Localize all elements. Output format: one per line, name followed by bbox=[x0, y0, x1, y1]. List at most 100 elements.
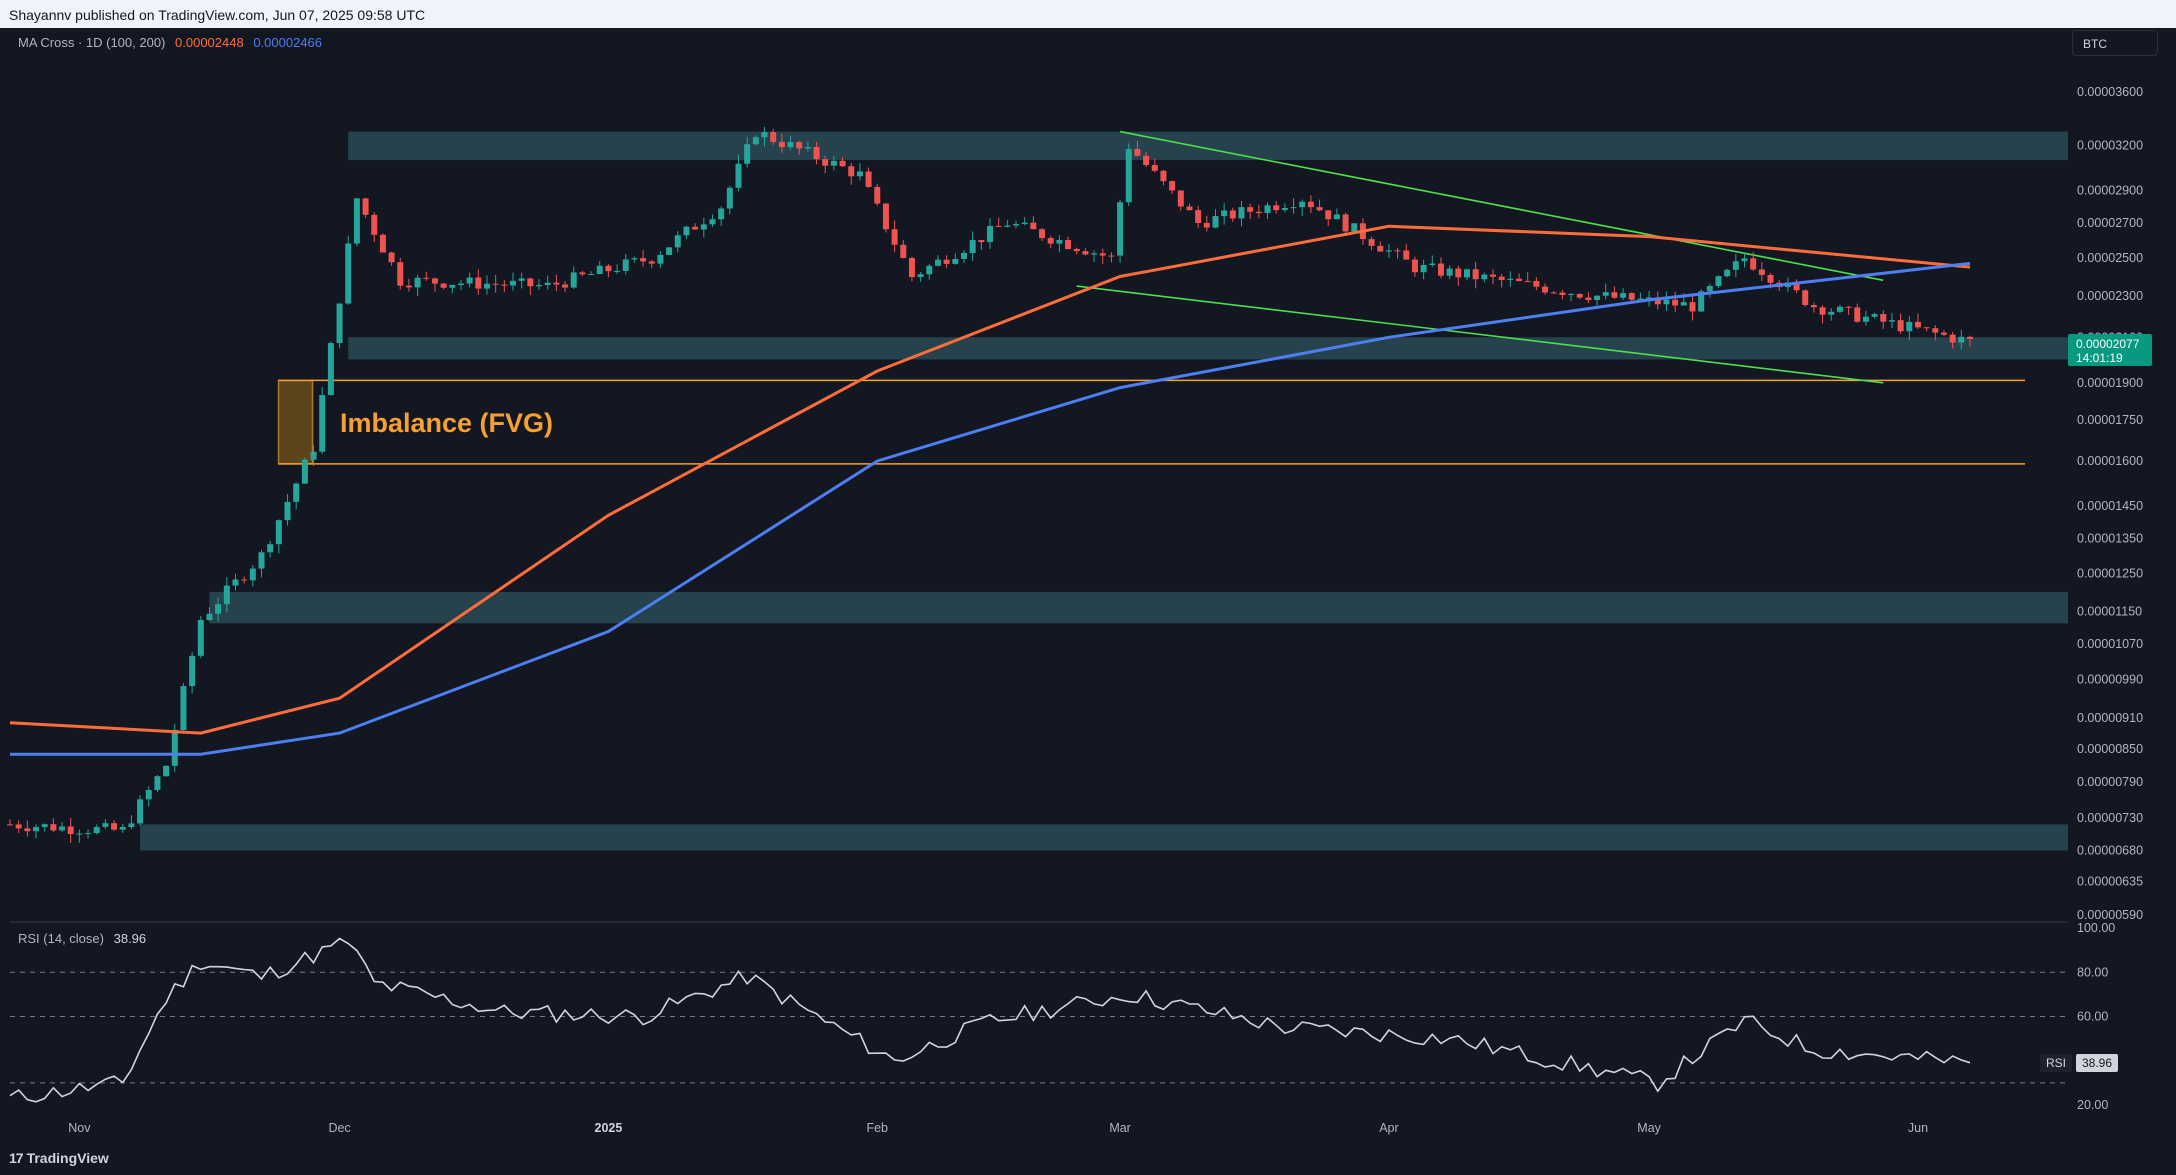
rsi-pane bbox=[9, 937, 1971, 1103]
candle-body bbox=[1177, 190, 1184, 207]
candle-body bbox=[1221, 210, 1228, 217]
candle-body bbox=[1819, 307, 1826, 315]
rsi-legend[interactable]: RSI (14, close) 38.96 bbox=[18, 931, 146, 946]
candle-body bbox=[1810, 305, 1817, 308]
candle-body bbox=[267, 544, 274, 553]
time-tick-label: Feb bbox=[866, 1121, 888, 1135]
price-tick-label: 0.00001350 bbox=[2077, 531, 2143, 545]
price-tick-label: 0.00001450 bbox=[2077, 499, 2143, 513]
time-tick-label: Mar bbox=[1109, 1121, 1131, 1135]
grid bbox=[10, 921, 2068, 1084]
candle-body bbox=[605, 265, 612, 272]
candle-body bbox=[666, 247, 673, 255]
price-tick-label: 0.00002700 bbox=[2077, 216, 2143, 230]
candle-body bbox=[1446, 268, 1453, 276]
candle-body bbox=[865, 171, 872, 187]
candle-body bbox=[1455, 268, 1462, 278]
ma200-value: 0.00002466 bbox=[253, 35, 323, 50]
candle-body bbox=[1620, 293, 1627, 298]
price-tick-label: 0.00003200 bbox=[2077, 139, 2143, 153]
candle-body bbox=[1507, 278, 1514, 280]
candle-body bbox=[1030, 222, 1037, 230]
candle-body bbox=[1646, 297, 1653, 299]
price-tick-label: 0.00000910 bbox=[2077, 711, 2143, 725]
price-tick-label: 0.00002300 bbox=[2077, 289, 2143, 303]
candle-body bbox=[50, 824, 57, 831]
candle-body bbox=[449, 285, 456, 288]
candle-body bbox=[1802, 290, 1809, 306]
candle-body bbox=[1255, 211, 1262, 214]
candle-body bbox=[908, 258, 915, 278]
rsi-tick-label: 80.00 bbox=[2077, 965, 2108, 979]
candle-body bbox=[1628, 293, 1635, 300]
candle-body bbox=[1715, 276, 1722, 287]
candle-body bbox=[1411, 259, 1418, 273]
candle-body bbox=[527, 278, 534, 287]
candle-body bbox=[1290, 207, 1297, 209]
candle-body bbox=[353, 198, 360, 244]
candle-body bbox=[536, 285, 543, 287]
candle-body bbox=[189, 655, 196, 687]
candle-body bbox=[483, 283, 490, 289]
candle-body bbox=[1594, 295, 1601, 301]
candle-body bbox=[1533, 281, 1540, 287]
price-tick-label: 0.00000635 bbox=[2077, 875, 2143, 889]
ma-cross-legend[interactable]: MA Cross · 1D (100, 200) 0.00002448 0.00… bbox=[18, 35, 322, 50]
candle-body bbox=[1880, 314, 1887, 322]
tradingview-logo[interactable]: 17 TradingView bbox=[9, 1150, 109, 1166]
zone-rect bbox=[348, 337, 2068, 360]
candle-body bbox=[145, 790, 152, 800]
symbol-button[interactable]: BTC bbox=[2072, 30, 2158, 56]
candle-body bbox=[1385, 250, 1392, 252]
ma100-value: 0.00002448 bbox=[175, 35, 244, 50]
candle-body bbox=[258, 552, 265, 569]
candle-body bbox=[761, 132, 768, 138]
candle-body bbox=[1932, 328, 1939, 333]
candle-body bbox=[1056, 239, 1063, 244]
candle-body bbox=[137, 799, 144, 824]
candle-body bbox=[423, 277, 430, 279]
price-tick-label: 0.00001600 bbox=[2077, 454, 2143, 468]
candle-body bbox=[67, 826, 74, 834]
candle-body bbox=[787, 142, 794, 148]
candle-body bbox=[1767, 274, 1774, 283]
candle-body bbox=[128, 823, 135, 828]
candle-body bbox=[1394, 250, 1401, 252]
candle-body bbox=[752, 137, 759, 145]
candle-body bbox=[1013, 224, 1020, 226]
candle-body bbox=[379, 234, 386, 253]
candle-body bbox=[1299, 201, 1306, 208]
candle-body bbox=[1602, 292, 1609, 296]
price-tick-label: 0.00001900 bbox=[2077, 376, 2143, 390]
candle-body bbox=[1073, 248, 1080, 252]
candle-body bbox=[1585, 297, 1592, 301]
price-tick-label: 0.00000990 bbox=[2077, 672, 2143, 686]
candle-body bbox=[223, 585, 230, 605]
candle-body bbox=[1247, 207, 1254, 212]
candle-body bbox=[718, 208, 725, 220]
candle-body bbox=[1342, 214, 1349, 232]
ma-cross-name: MA Cross · 1D (100, 200) bbox=[18, 35, 166, 50]
candle-body bbox=[596, 265, 603, 274]
candle-body bbox=[154, 776, 161, 791]
candle-body bbox=[1498, 276, 1505, 280]
price-tick-label: 0.00000590 bbox=[2077, 908, 2143, 922]
price-tick-label: 0.00002500 bbox=[2077, 251, 2143, 265]
candle-body bbox=[1923, 327, 1930, 329]
candle-body bbox=[171, 729, 178, 766]
candle-body bbox=[1238, 207, 1245, 219]
candle-body bbox=[900, 244, 907, 259]
candle-body bbox=[301, 459, 308, 484]
candle-body bbox=[249, 568, 256, 581]
candle-body bbox=[1568, 293, 1575, 295]
candle-body bbox=[475, 277, 482, 289]
candle-body bbox=[1490, 274, 1497, 277]
candle-body bbox=[1698, 291, 1705, 312]
candle-body bbox=[327, 343, 334, 396]
candle-body bbox=[1021, 222, 1028, 225]
rsi-name: RSI (14, close) bbox=[18, 931, 104, 946]
candle-body bbox=[683, 226, 690, 236]
candle-body bbox=[457, 283, 464, 286]
candle-body bbox=[882, 203, 889, 230]
